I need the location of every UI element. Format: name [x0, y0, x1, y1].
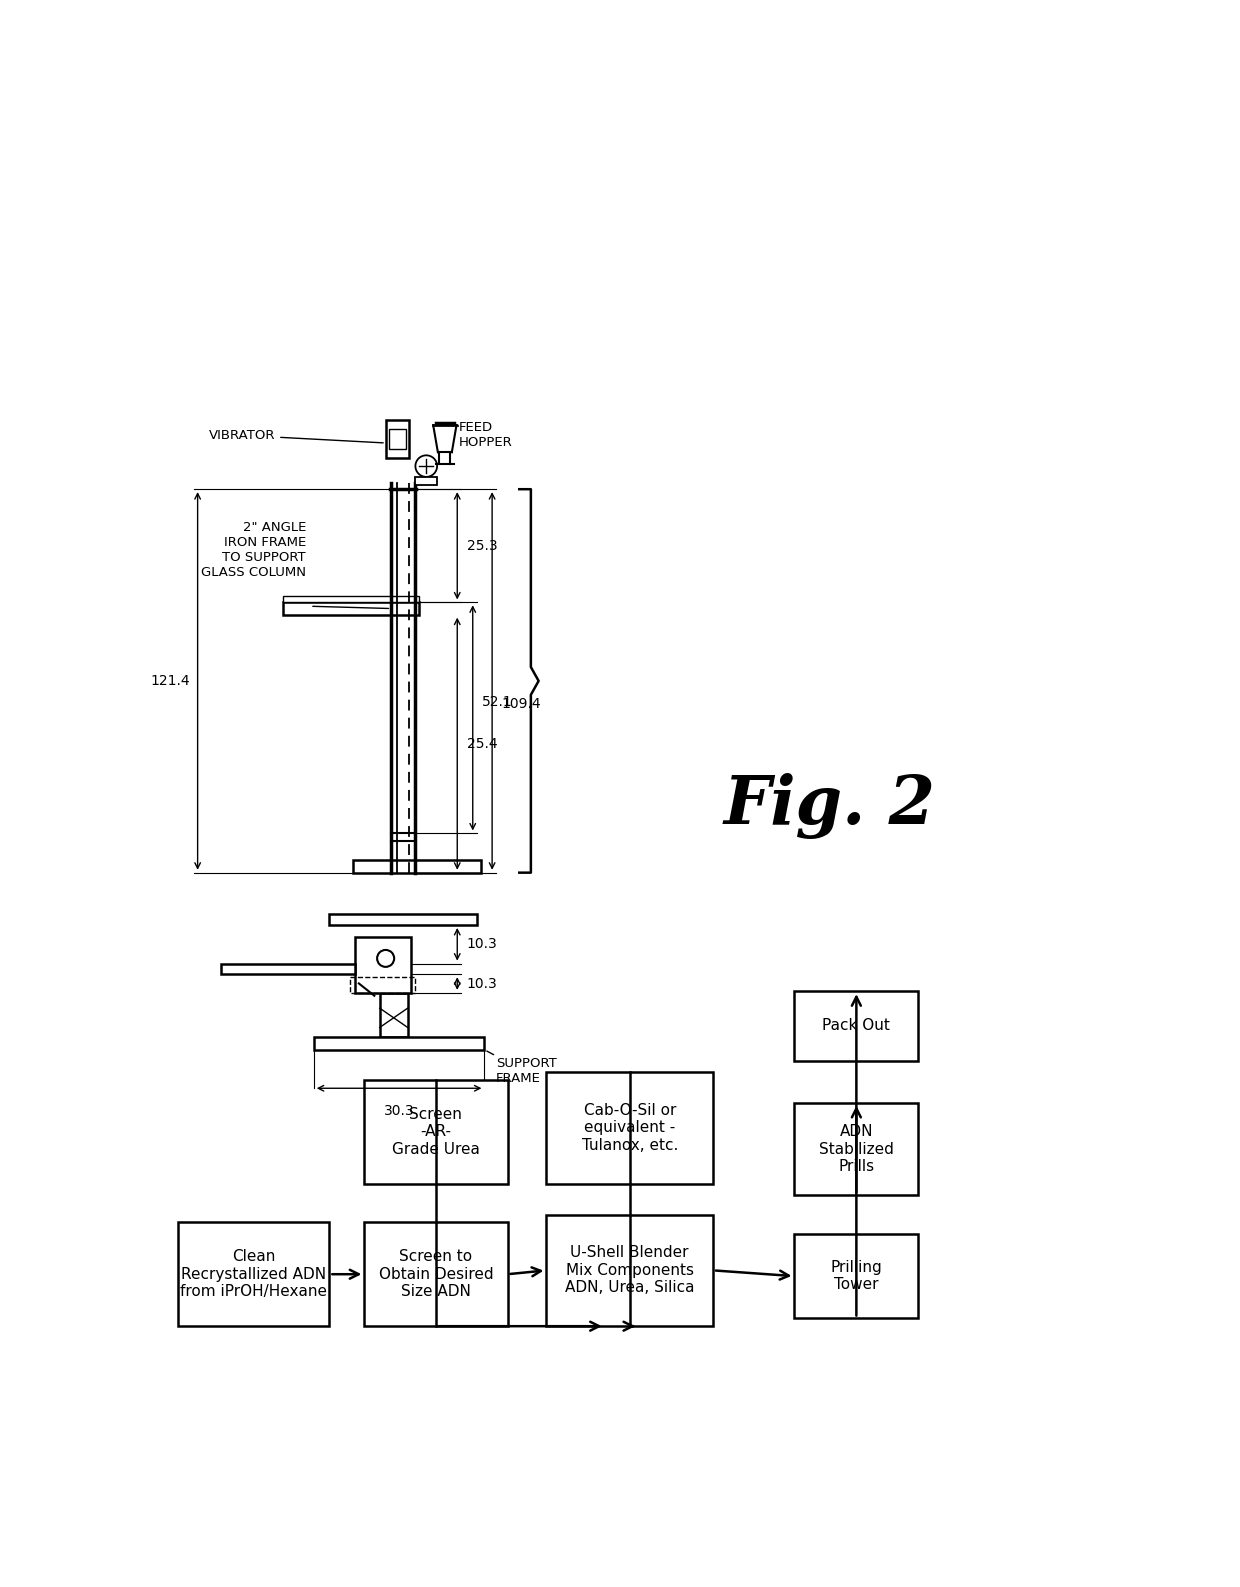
Text: Cab-O-Sil or
equivalent -
Tulanox, etc.: Cab-O-Sil or equivalent - Tulanox, etc. [582, 1103, 678, 1152]
Text: 25.4: 25.4 [466, 736, 497, 751]
Bar [379, 993, 408, 1038]
Text: Clean
Recrystallized ADN
from iPrOH/Hexane: Clean Recrystallized ADN from iPrOH/Hexa… [180, 1249, 327, 1300]
Bar [795, 992, 919, 1060]
Bar [386, 421, 409, 459]
Text: SUPPORT
FRAME: SUPPORT FRAME [496, 1057, 557, 1086]
Bar [314, 1038, 485, 1049]
Bar [352, 860, 481, 873]
Bar [221, 963, 355, 974]
Bar [179, 1222, 330, 1327]
Text: Pack Out: Pack Out [822, 1019, 890, 1033]
Bar [330, 914, 476, 925]
Bar [283, 597, 419, 601]
Bar [389, 428, 407, 449]
Text: Screen
-AR-
Grade Urea: Screen -AR- Grade Urea [392, 1106, 480, 1157]
Bar [283, 603, 419, 614]
Text: Screen to
Obtain Desired
Size ADN: Screen to Obtain Desired Size ADN [378, 1249, 494, 1300]
Bar [365, 1079, 507, 1184]
Text: 10.3: 10.3 [466, 976, 497, 990]
Text: FEED
HOPPER: FEED HOPPER [459, 422, 512, 449]
Text: 109.4: 109.4 [501, 697, 541, 711]
Text: 10.3: 10.3 [466, 938, 497, 951]
Text: 52.1: 52.1 [482, 695, 513, 709]
Bar [355, 938, 410, 993]
Bar [795, 1103, 919, 1195]
Text: ADN
Stabilized
Prills: ADN Stabilized Prills [818, 1124, 894, 1174]
Bar [547, 1214, 713, 1327]
Bar [795, 1233, 919, 1319]
Text: Prilling
Tower: Prilling Tower [831, 1260, 882, 1292]
Text: 25.3: 25.3 [466, 540, 497, 552]
Text: 121.4: 121.4 [150, 674, 190, 687]
Text: 2" ANGLE
IRON FRAME
TO SUPPORT
GLASS COLUMN: 2" ANGLE IRON FRAME TO SUPPORT GLASS COL… [201, 521, 306, 579]
Text: Fig. 2: Fig. 2 [723, 773, 935, 840]
Bar [547, 1073, 713, 1184]
Bar [365, 1222, 507, 1327]
Text: 30.3: 30.3 [384, 1103, 414, 1117]
Bar [415, 476, 438, 484]
Text: U-Shell Blender
Mix Components
ADN, Urea, Silica: U-Shell Blender Mix Components ADN, Urea… [565, 1246, 694, 1295]
Text: VIBRATOR: VIBRATOR [208, 428, 383, 443]
Bar [351, 978, 415, 993]
